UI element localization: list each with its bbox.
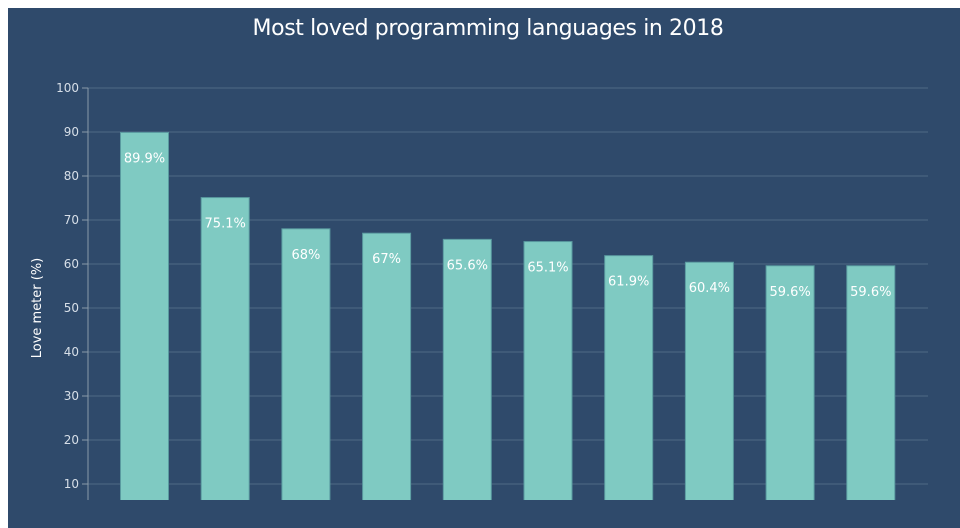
y-tick-label: 70 <box>64 213 79 227</box>
y-tick-label: 40 <box>64 345 79 359</box>
bar <box>684 261 734 500</box>
bar-value-label: 68% <box>291 248 320 263</box>
bar <box>281 228 331 500</box>
bar-value-label: 59.6% <box>850 285 891 300</box>
y-tick-label: 80 <box>64 169 79 183</box>
bar-value-label: 60.4% <box>689 281 730 296</box>
bar-value-label: 67% <box>372 252 401 267</box>
y-tick-label: 90 <box>64 125 79 139</box>
y-tick-label: 100 <box>56 81 79 95</box>
bar <box>442 238 492 500</box>
bar <box>765 265 815 500</box>
bar-value-label: 75.1% <box>205 217 246 232</box>
bar <box>523 241 573 500</box>
bar-chart: 89.9% 75.1% 68% 67% 65.6% 65.1% 61.9% 60.4% 59.6… <box>30 81 928 500</box>
bar <box>120 131 169 500</box>
y-tick-label: 60 <box>64 257 79 271</box>
y-axis: 10 20 30 40 50 60 70 80 90 100 <box>56 81 89 500</box>
y-tick-label: 10 <box>64 477 79 491</box>
bar-value-label: 65.1% <box>527 261 568 276</box>
bar-value-label: 89.9% <box>124 151 165 166</box>
bar-value-label: 61.9% <box>608 275 649 290</box>
y-tick-label: 50 <box>64 301 79 315</box>
bar-value-label: 59.6% <box>769 285 810 300</box>
bar <box>846 265 896 500</box>
y-tick-label: 30 <box>64 389 79 403</box>
bar <box>200 197 250 500</box>
bar <box>362 232 412 500</box>
bar <box>604 255 654 500</box>
y-tick-label: 20 <box>64 433 79 447</box>
bars: 89.9% 75.1% 68% 67% 65.6% 65.1% 61.9% 60.4% 59.6… <box>120 131 896 500</box>
chart-title: Most loved programming languages in 2018 <box>252 16 724 41</box>
y-axis-label: Love meter (%) <box>30 258 45 359</box>
bar-value-label: 65.6% <box>447 258 488 273</box>
